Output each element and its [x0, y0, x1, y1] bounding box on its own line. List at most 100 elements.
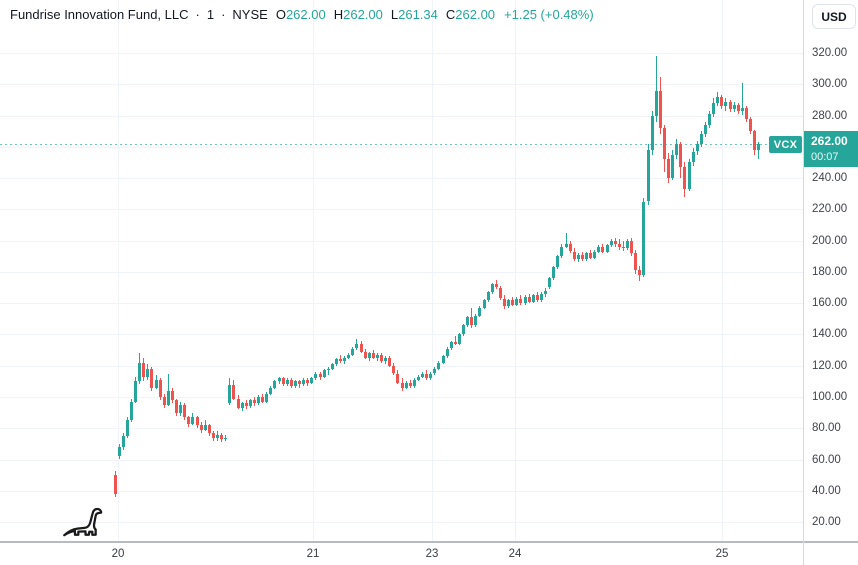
candle-body [708, 114, 711, 125]
candle-body [687, 162, 691, 189]
currency-toggle-button[interactable]: USD [812, 4, 856, 29]
candle-body [654, 90, 658, 116]
candle-body [593, 251, 597, 258]
candle-wick [758, 142, 760, 160]
price-axis[interactable]: USD 320.00 300.00 280.00 240.00 220.00 200.00… [803, 0, 858, 541]
candle-body [728, 101, 732, 110]
candle-body [170, 390, 174, 401]
candle-body [293, 381, 297, 386]
candle-wick [340, 354, 341, 363]
candle-body [125, 420, 129, 436]
candle-body [244, 403, 248, 407]
candle-body [211, 432, 215, 438]
candle-body [552, 267, 556, 279]
candle-body [445, 348, 449, 357]
symbol-title[interactable]: Fundrise Innovation Fund, LLC [10, 7, 189, 22]
candle-body [281, 378, 285, 385]
candle-body [527, 296, 531, 302]
candle-body [154, 379, 158, 388]
candle-body [560, 246, 564, 257]
candle-body [490, 284, 494, 293]
price-tick-label: 280.00 [812, 109, 848, 122]
gridline-horizontal [0, 397, 803, 398]
candle-body [732, 104, 736, 110]
candle-body [457, 334, 461, 344]
price-tick-label: 80.00 [812, 422, 841, 435]
candle-body [265, 393, 269, 402]
axis-corner-divider [803, 541, 804, 565]
price-tick-label: 180.00 [812, 265, 848, 278]
candle-wick [454, 336, 456, 346]
candle-body [535, 295, 539, 300]
candle-body [449, 342, 453, 349]
candle-body [343, 357, 347, 361]
candle-body [626, 240, 629, 249]
candle-body [306, 379, 310, 383]
gridline-horizontal [0, 146, 803, 148]
candle-body [257, 397, 260, 404]
gridline-horizontal [0, 209, 803, 211]
candle-body [617, 243, 621, 247]
candle-body [453, 342, 457, 344]
candle-body [621, 246, 625, 249]
plot-area[interactable]: Fundrise Innovation Fund, LLC · 1 · NYSE… [0, 0, 803, 541]
candle-body [146, 368, 150, 377]
candle-body [580, 254, 584, 260]
candle-body [691, 151, 695, 163]
candle-body [150, 368, 154, 388]
time-tick-label: 23 [425, 548, 439, 560]
price-tick-label: 20.00 [812, 516, 841, 528]
candle-body [736, 104, 740, 111]
candle-body [421, 373, 424, 377]
time-axis[interactable]: 20 21 23 24 25 [0, 541, 858, 565]
candle-body [548, 278, 552, 288]
candle-wick [565, 232, 567, 249]
candle-body [375, 354, 379, 358]
candle-wick [327, 367, 329, 376]
change-label: +1.25 (+0.48%) [504, 7, 594, 22]
gridline-horizontal [0, 84, 803, 86]
gridline-horizontal [0, 459, 803, 461]
candle-body [277, 378, 281, 382]
candle-body [220, 434, 224, 440]
candle-body [498, 287, 502, 299]
candle-body [589, 253, 593, 258]
candle-body [359, 343, 363, 352]
candle-body [367, 353, 371, 358]
candle-body [187, 417, 191, 424]
candle-body [113, 475, 117, 494]
candle-body [572, 251, 576, 260]
interval-label[interactable]: 1 [206, 7, 215, 22]
candle-body [334, 359, 338, 365]
candle-body [544, 290, 547, 294]
candle-body [351, 348, 355, 355]
candle-body [753, 131, 757, 150]
candle-body [347, 354, 351, 358]
ohlc-high: H262.00 [333, 7, 383, 22]
candle-body [519, 298, 523, 304]
legend: Fundrise Innovation Fund, LLC · 1 · NYSE… [10, 7, 594, 22]
gridline-vertical [118, 0, 119, 541]
candle-body [384, 357, 388, 361]
candle-wick [741, 82, 743, 116]
ohlc-close: C262.00 [445, 7, 496, 22]
candle-body [179, 404, 183, 413]
candle-body [412, 379, 416, 387]
gridline-horizontal [0, 303, 803, 305]
candle-body [261, 397, 265, 402]
candle-body [199, 425, 203, 430]
candle-body [416, 376, 420, 380]
price-tick-label: 40.00 [812, 484, 841, 497]
price-tick-label: 240.00 [812, 172, 848, 185]
candle-wick [655, 56, 657, 122]
dinosaur-drawing[interactable] [62, 506, 106, 538]
candle-body [404, 382, 408, 388]
candle-body [314, 373, 318, 379]
time-tick-label: 25 [715, 548, 729, 560]
gridline-horizontal [0, 178, 803, 180]
legend-separator: · [195, 7, 200, 22]
time-tick-label: 24 [508, 548, 522, 560]
candle-body [289, 379, 293, 387]
candle-body [720, 96, 724, 107]
